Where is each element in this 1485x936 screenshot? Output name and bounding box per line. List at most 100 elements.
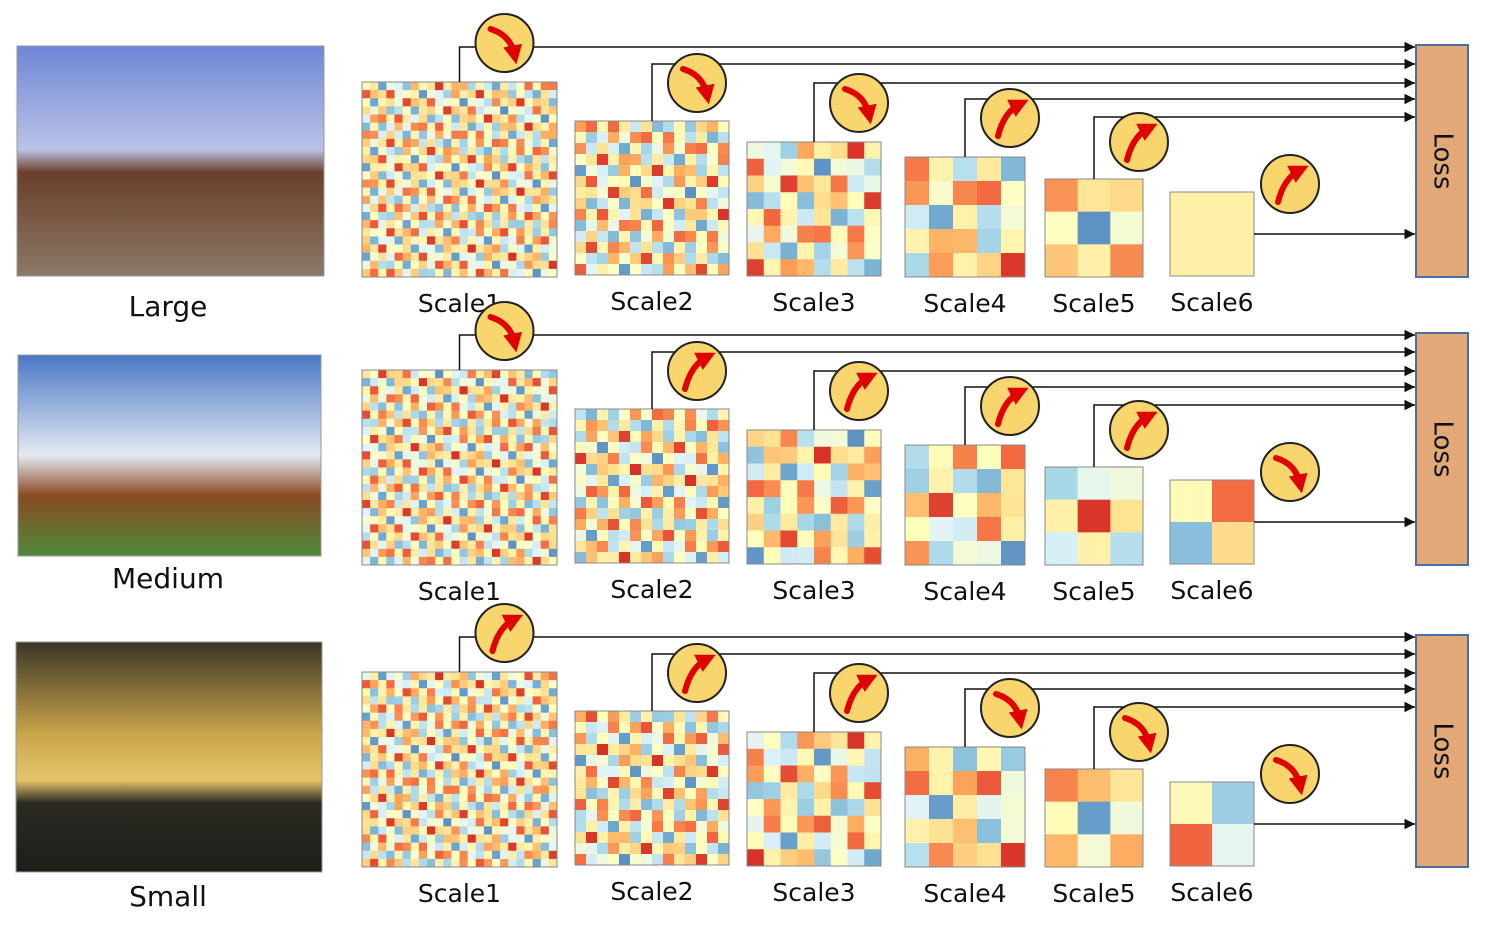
heatmap-cell	[362, 467, 371, 477]
heatmap-cell	[483, 761, 493, 770]
heatmap-cell	[685, 711, 697, 723]
heatmap-cell	[500, 532, 509, 542]
heatmap-cell	[427, 378, 436, 387]
heatmap-cell	[394, 500, 404, 509]
heatmap-cell	[707, 766, 719, 778]
heatmap-cell	[718, 165, 730, 177]
heatmap-cell	[378, 114, 387, 124]
direction-arrow	[680, 66, 715, 105]
heatmap-cell	[402, 826, 412, 835]
heatmap-cell	[467, 179, 477, 189]
heatmap-cell	[378, 410, 387, 420]
heatmap-cell	[378, 761, 387, 770]
heatmap-cell	[905, 843, 930, 868]
heatmap-cell	[516, 858, 525, 868]
heatmap-cell	[814, 832, 832, 850]
heatmap-cell	[532, 850, 542, 860]
heatmap-cell	[435, 842, 444, 852]
heatmap-cell	[663, 854, 675, 866]
heatmap-cell	[864, 242, 882, 260]
heatmap-cell	[394, 220, 404, 229]
heatmap-cell	[410, 745, 420, 754]
heatmap-cell	[548, 475, 558, 485]
heatmap-cell	[516, 163, 525, 172]
heatmap-cell	[443, 532, 452, 542]
heatmap-cell	[451, 834, 460, 844]
heatmap-cell	[435, 459, 444, 468]
heatmap-cell	[696, 121, 708, 133]
heatmap-cell	[652, 497, 664, 509]
heatmap-cell	[475, 106, 485, 115]
heatmap-cell	[864, 463, 882, 481]
heatmap-cell	[362, 378, 371, 387]
heatmap-cell	[394, 426, 404, 436]
heatmap-cell	[451, 418, 460, 428]
heatmap-cell	[410, 203, 420, 213]
loss-label: Loss	[1428, 420, 1458, 477]
heatmap-cell	[451, 106, 460, 115]
heatmap-cell	[378, 769, 387, 779]
heatmap-cell	[524, 785, 534, 795]
heatmap-cell	[575, 420, 587, 432]
heatmap-cell	[451, 260, 460, 270]
heatmap-cell	[362, 410, 371, 420]
heatmap-cell	[394, 260, 404, 270]
heatmap-cell	[451, 720, 460, 730]
direction-arrow	[1122, 715, 1157, 754]
heatmap-cell	[630, 552, 642, 564]
heatmap-cell	[459, 410, 469, 420]
heatmap-cell	[394, 228, 404, 237]
heatmap-cell	[674, 231, 686, 243]
heatmap-cell	[685, 722, 697, 734]
heatmap-cell	[500, 737, 509, 746]
heatmap-cell	[1170, 782, 1213, 825]
heatmap-cell	[370, 459, 379, 468]
heatmap-cell	[830, 748, 848, 766]
heatmap-cell	[443, 228, 452, 237]
heatmap-cell	[608, 409, 620, 421]
heatmap-cell	[508, 745, 517, 754]
heatmap-cell	[508, 203, 517, 213]
direction-badge	[474, 13, 535, 73]
heatmap-cell	[540, 187, 550, 197]
heatmap-cell	[652, 231, 664, 243]
heatmap-cell	[370, 524, 379, 533]
heatmap-cell	[696, 722, 708, 734]
heatmap-cell	[864, 748, 882, 766]
heatmap-cell	[443, 728, 452, 738]
heatmap-cell	[435, 712, 444, 722]
heatmap-cell	[483, 745, 493, 754]
heatmap-cell	[475, 443, 485, 452]
heatmap-cell	[516, 370, 525, 379]
heatmap-cell	[532, 418, 542, 428]
heatmap-cell	[402, 394, 412, 403]
heatmap-cell	[394, 826, 404, 835]
connector	[964, 93, 1415, 157]
heatmap-cell	[443, 842, 452, 852]
heatmap-cell	[427, 753, 436, 762]
heatmap-cell	[707, 143, 719, 155]
heatmap-cell	[386, 155, 395, 164]
heatmap-cell	[575, 409, 587, 421]
heatmap-cell	[483, 147, 493, 156]
heatmap-cell	[540, 163, 550, 172]
heatmap-cell	[443, 435, 452, 444]
heatmap-cell	[663, 431, 675, 443]
heatmap-cell	[378, 451, 387, 460]
heatmap-cell	[410, 850, 420, 860]
heatmap-cell	[516, 171, 525, 180]
heatmap-cell	[641, 264, 653, 276]
heatmap-cell	[500, 378, 509, 387]
heatmap-cell	[443, 410, 452, 420]
heatmap-cell	[418, 696, 428, 705]
heatmap	[905, 445, 1026, 566]
heatmap-cell	[652, 143, 664, 155]
heatmap-cell	[483, 451, 493, 460]
heatmap-cell	[641, 711, 653, 723]
heatmap-cell	[977, 795, 1002, 820]
heatmap-cell	[386, 410, 395, 420]
heatmap-cell	[814, 225, 832, 243]
heatmap-cell	[435, 220, 444, 229]
heatmap-cell	[608, 431, 620, 443]
heatmap-cell	[418, 728, 428, 738]
